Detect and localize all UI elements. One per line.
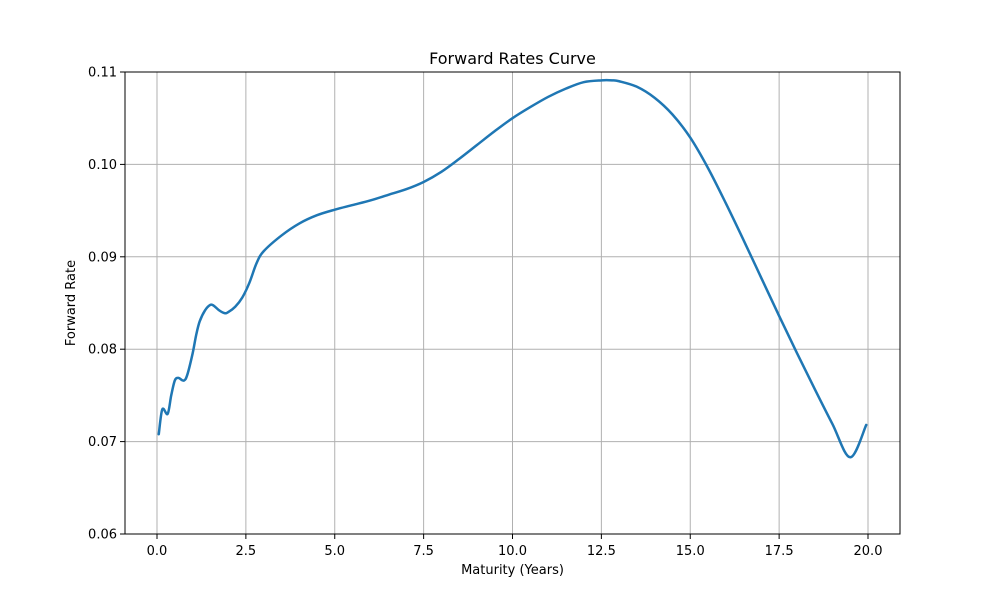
x-tick-label: 12.5 bbox=[587, 544, 616, 559]
y-tick-label: 0.10 bbox=[88, 158, 117, 173]
y-tick-label: 0.06 bbox=[88, 528, 117, 543]
x-tick-label: 10.0 bbox=[498, 544, 527, 559]
x-tick-label: 7.5 bbox=[413, 544, 434, 559]
axis-ticks: 0.0 2.5 5.0 7.5 10.0 12.5 15.0 17.5 20.0 0.06 0.07… bbox=[88, 66, 882, 560]
forward-rate-line bbox=[157, 78, 868, 459]
x-tick-label: 15.0 bbox=[676, 544, 705, 559]
y-axis-label: Forward Rate bbox=[64, 260, 79, 346]
chart-title: Forward Rates Curve bbox=[429, 49, 596, 68]
x-tick-label: 2.5 bbox=[236, 544, 257, 559]
x-tick-label: 0.0 bbox=[147, 544, 168, 559]
x-axis-label: Maturity (Years) bbox=[461, 563, 564, 578]
x-tick-label: 5.0 bbox=[324, 544, 345, 559]
x-tick-label: 17.5 bbox=[765, 544, 794, 559]
x-tick-label: 20.0 bbox=[854, 544, 883, 559]
y-tick-label: 0.09 bbox=[88, 250, 117, 265]
y-tick-label: 0.11 bbox=[88, 66, 117, 81]
series-layer bbox=[157, 78, 868, 459]
y-tick-label: 0.07 bbox=[88, 435, 117, 450]
y-tick-label: 0.08 bbox=[88, 343, 117, 358]
